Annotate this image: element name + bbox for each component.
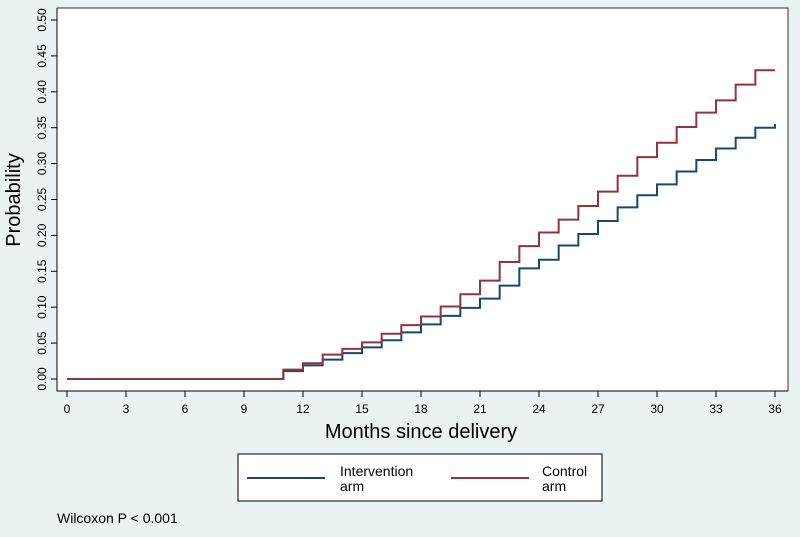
- legend-intervention-label-line1: Intervention: [340, 463, 413, 479]
- y-tick-label: 0.25: [35, 187, 49, 211]
- x-axis-title: Months since delivery: [325, 421, 517, 443]
- x-tick-label: 21: [473, 402, 487, 416]
- wilcoxon-note: Wilcoxon P < 0.001: [57, 510, 178, 526]
- y-tick-label: 0.45: [35, 44, 49, 68]
- legend: Intervention arm Control arm: [237, 453, 603, 502]
- y-axis: 0.00 0.05 0.10 0.15 0.20 0.25 0.30 0.35 0.40 0.45…: [35, 8, 58, 391]
- y-tick-label: 0.50: [35, 8, 49, 32]
- x-tick-label: 12: [296, 402, 310, 416]
- x-tick-label: 36: [768, 402, 782, 416]
- legend-control-label-line2: arm: [542, 478, 566, 494]
- x-tick-label: 18: [414, 402, 428, 416]
- x-tick-label: 33: [709, 402, 723, 416]
- y-tick-label: 0.35: [35, 116, 49, 140]
- legend-intervention-label-line2: arm: [340, 478, 364, 494]
- y-tick-label: 0.10: [35, 295, 49, 319]
- x-tick-label: 30: [650, 402, 664, 416]
- y-tick-label: 0.00: [35, 367, 49, 391]
- y-tick-label: 0.15: [35, 259, 49, 283]
- x-axis: 0 3 6 9 12 15 18 21 24 27 30 33 36: [57, 390, 788, 416]
- plot-area: [56, 7, 789, 392]
- x-tick-label: 6: [182, 402, 189, 416]
- x-tick-label: 9: [241, 402, 248, 416]
- y-tick-label: 0.05: [35, 331, 49, 355]
- legend-control-label-line1: Control: [542, 463, 587, 479]
- x-tick-label: 15: [355, 402, 369, 416]
- series-layer: [67, 69, 776, 380]
- x-tick-label: 24: [532, 402, 546, 416]
- y-tick-label: 0.40: [35, 80, 49, 104]
- x-tick-label: 27: [591, 402, 605, 416]
- y-tick-label: 0.20: [35, 223, 49, 247]
- y-axis-title: Probability: [3, 153, 25, 246]
- x-tick-label: 3: [123, 402, 130, 416]
- series-control-line: [67, 69, 775, 380]
- y-tick-label: 0.30: [35, 152, 49, 176]
- series-intervention-line: [67, 124, 776, 380]
- x-tick-label: 0: [64, 402, 71, 416]
